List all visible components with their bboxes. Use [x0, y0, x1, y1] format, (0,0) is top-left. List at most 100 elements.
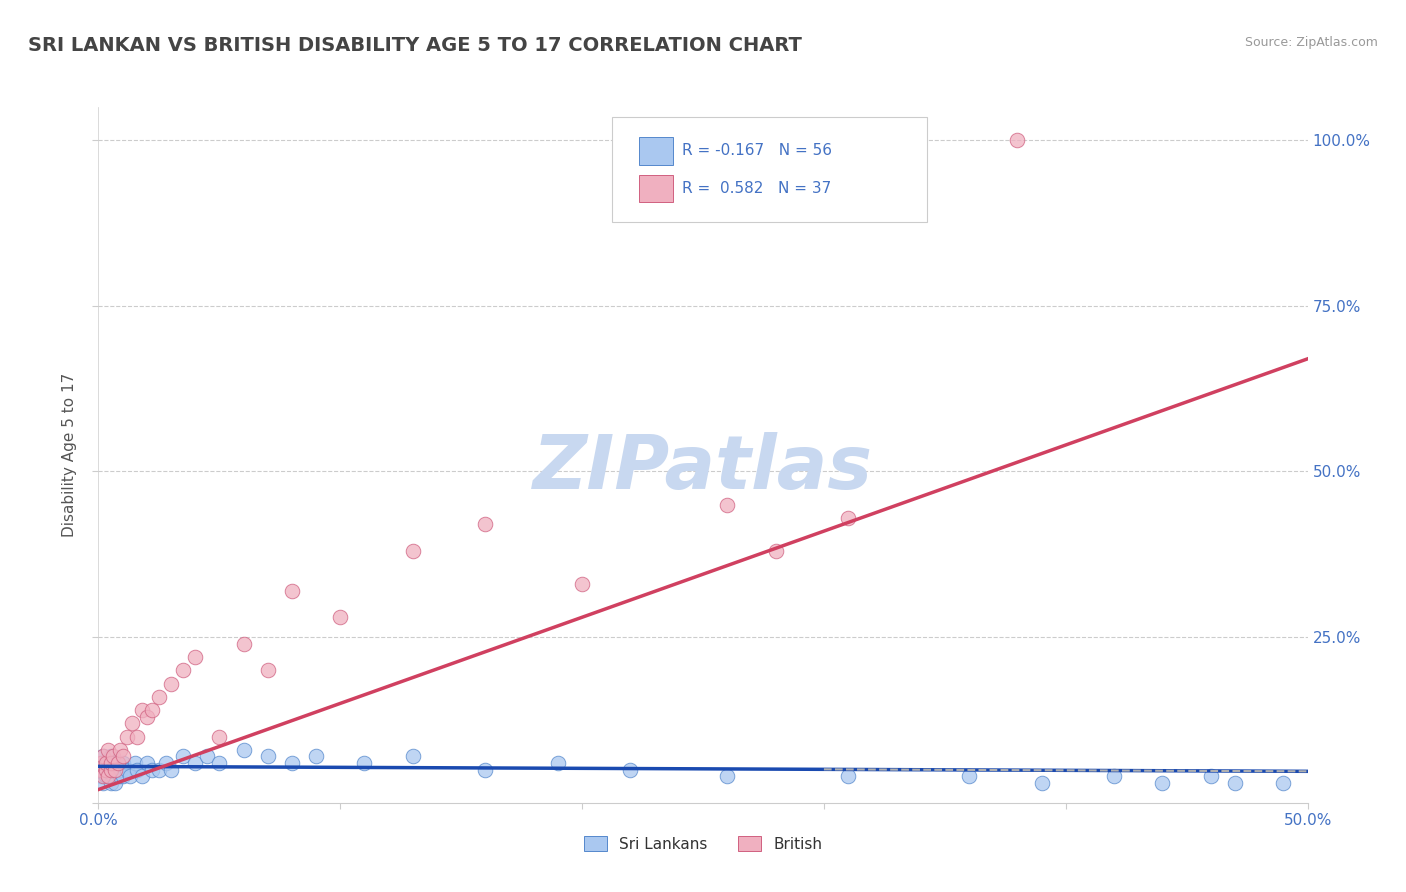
Text: ZIPatlas: ZIPatlas [533, 433, 873, 506]
Point [135, 709, 157, 723]
Point [765, 544, 787, 558]
Point [127, 763, 149, 777]
Point [131, 769, 153, 783]
Point [141, 763, 163, 777]
Point [94, 769, 117, 783]
Point [208, 730, 231, 744]
Point [91, 749, 114, 764]
Point [619, 763, 641, 777]
Point [100, 749, 122, 764]
Point [172, 663, 194, 677]
Point [91, 776, 114, 790]
Point [571, 577, 593, 591]
Point [101, 769, 124, 783]
Point [91, 769, 114, 783]
Point [353, 756, 375, 770]
Point [547, 756, 569, 770]
Point [1199, 769, 1222, 783]
Point [107, 763, 129, 777]
Legend: Sri Lankans, British: Sri Lankans, British [578, 830, 828, 858]
Point [118, 769, 141, 783]
Point [100, 763, 122, 777]
Point [474, 517, 496, 532]
Point [97, 769, 120, 783]
FancyBboxPatch shape [613, 118, 927, 222]
Point [117, 730, 139, 744]
Point [256, 663, 278, 677]
Text: SRI LANKAN VS BRITISH DISABILITY AGE 5 TO 17 CORRELATION CHART: SRI LANKAN VS BRITISH DISABILITY AGE 5 T… [28, 36, 801, 54]
Point [184, 756, 207, 770]
Point [100, 763, 122, 777]
Point [957, 769, 980, 783]
Point [90, 769, 112, 783]
Point [104, 763, 127, 777]
Point [124, 756, 146, 770]
Point [1102, 769, 1125, 783]
Point [101, 756, 124, 770]
Point [474, 763, 496, 777]
Point [94, 763, 117, 777]
Text: R = -0.167   N = 56: R = -0.167 N = 56 [682, 144, 832, 159]
Point [160, 676, 183, 690]
Point [195, 749, 218, 764]
Point [1007, 133, 1029, 147]
Point [90, 763, 112, 777]
Bar [638, 137, 673, 165]
Point [837, 511, 859, 525]
Point [1223, 776, 1246, 790]
Y-axis label: Disability Age 5 to 17: Disability Age 5 to 17 [62, 373, 77, 537]
Point [111, 756, 134, 770]
Point [108, 743, 131, 757]
Point [90, 763, 112, 777]
Point [131, 703, 153, 717]
Point [108, 763, 131, 777]
Point [94, 756, 117, 770]
Point [121, 716, 143, 731]
Point [281, 583, 304, 598]
Bar [638, 175, 673, 202]
Point [184, 650, 207, 665]
Point [94, 756, 117, 770]
Point [107, 756, 129, 770]
Point [141, 703, 163, 717]
Point [155, 756, 177, 770]
Point [1272, 776, 1295, 790]
Point [100, 756, 122, 770]
Point [90, 756, 112, 770]
Point [135, 756, 157, 770]
Point [90, 756, 112, 770]
Point [111, 769, 134, 783]
Point [716, 498, 738, 512]
Point [305, 749, 328, 764]
Point [402, 544, 425, 558]
Point [172, 749, 194, 764]
Point [104, 776, 127, 790]
Point [108, 769, 131, 783]
Point [329, 610, 352, 624]
Point [232, 637, 254, 651]
Point [127, 730, 149, 744]
Point [148, 763, 170, 777]
Point [160, 763, 183, 777]
Point [91, 763, 114, 777]
Text: R =  0.582   N = 37: R = 0.582 N = 37 [682, 181, 832, 196]
Point [100, 776, 122, 790]
Point [104, 763, 127, 777]
Point [281, 756, 304, 770]
Point [1152, 776, 1174, 790]
Point [107, 756, 129, 770]
Point [97, 769, 120, 783]
Point [94, 763, 117, 777]
Point [402, 749, 425, 764]
Text: Source: ZipAtlas.com: Source: ZipAtlas.com [1244, 36, 1378, 49]
Point [101, 749, 124, 764]
Point [716, 769, 738, 783]
Point [232, 743, 254, 757]
Point [208, 756, 231, 770]
Point [256, 749, 278, 764]
Point [837, 769, 859, 783]
Point [148, 690, 170, 704]
Point [111, 749, 134, 764]
Point [1031, 776, 1053, 790]
Point [97, 756, 120, 770]
